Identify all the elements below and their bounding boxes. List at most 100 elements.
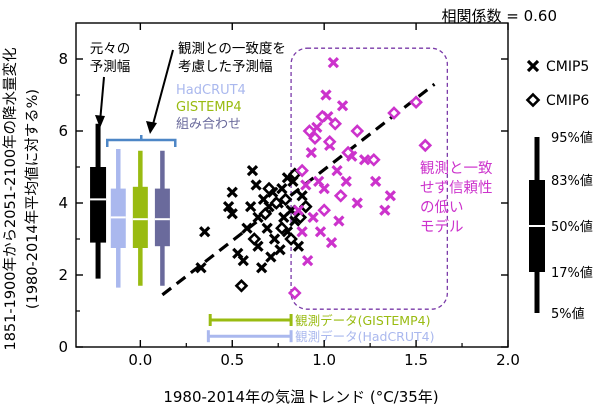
y-tick-label: 8 xyxy=(58,50,68,68)
outlier-cmip5-point xyxy=(336,100,349,112)
outlier-cmip5-point xyxy=(300,179,312,191)
cmip5-point-stroke-b xyxy=(292,240,305,252)
outlier-cmip5-point xyxy=(325,236,338,249)
outlier-cmip5-point xyxy=(340,175,352,188)
outlier-cmip5-point-stroke-b xyxy=(384,190,396,202)
cmip5-point-stroke-b xyxy=(226,208,238,220)
cmip5-point-stroke-b xyxy=(268,233,281,245)
outlier-label-line-3: モデル xyxy=(420,218,464,236)
cmip5-point xyxy=(292,240,305,252)
cmip5-point xyxy=(195,262,207,274)
outlier-cmip5-point-stroke-b xyxy=(313,175,325,188)
annot-constrained-name-2: 組み合わせ xyxy=(176,117,241,132)
outlier-cmip6-point xyxy=(302,124,317,138)
outlier-cmip5-point xyxy=(301,254,314,267)
legend-cmip6-label: CMIP6 xyxy=(546,93,589,109)
outlier-cmip5-point-stroke-b xyxy=(320,89,332,101)
outlier-label-line-1: せず信頼性 xyxy=(420,180,493,197)
annot-constrained-line2: 考慮した予測幅 xyxy=(178,59,273,75)
x-tick-label: 1.5 xyxy=(404,351,428,369)
cmip6-point xyxy=(293,210,308,225)
constrained-box-1 xyxy=(132,186,148,248)
legend-cmip5-label: CMIP5 xyxy=(546,59,589,75)
cmip5-point xyxy=(241,222,253,234)
outlier-cmip6-point xyxy=(418,138,433,153)
cmip5-point-stroke-b xyxy=(296,190,308,202)
outlier-cmip6-point xyxy=(287,286,302,300)
observed-trend-label-1: 観測データ(HadCRUT4) xyxy=(295,329,434,344)
annot-original-arrowhead xyxy=(95,115,105,128)
outlier-cmip5-point xyxy=(351,197,363,209)
outlier-cmip5-point-stroke-b xyxy=(325,236,338,249)
cmip6-point xyxy=(258,206,273,221)
y-tick-label: 4 xyxy=(58,194,68,212)
percentile-label-3: 17%値 xyxy=(551,265,593,281)
outlier-cmip5-point xyxy=(358,154,371,166)
outlier-cmip5-point xyxy=(320,89,332,101)
points-layer xyxy=(195,56,433,300)
cmip5-point xyxy=(246,164,259,177)
cmip6-point xyxy=(298,199,313,214)
percentile-label-1: 83%値 xyxy=(551,173,593,189)
outlier-cmip5-point xyxy=(384,190,396,202)
constrained-box-2 xyxy=(154,188,170,247)
observed-trends-layer: 観測データ(GISTEMP4)観測データ(HadCRUT4) xyxy=(206,313,434,344)
original-range-box xyxy=(90,167,107,243)
outlier-cmip5-point xyxy=(314,226,327,238)
cmip5-point-stroke-b xyxy=(267,186,279,198)
outlier-cmip6-point xyxy=(308,131,322,146)
cmip5-point-stroke-b xyxy=(250,179,262,191)
outlier-cmip6-point xyxy=(328,116,343,131)
cmip6-point xyxy=(247,232,262,246)
constrained-bracket xyxy=(106,135,177,147)
outlier-cmip6-point xyxy=(333,188,348,203)
annot-constrained-line1: 観測との一致度を xyxy=(178,40,286,57)
outlier-cmip5-point-stroke-b xyxy=(292,204,305,216)
x-tick-label: 1.0 xyxy=(312,351,336,369)
outlier-cmip5-point-stroke-b xyxy=(307,211,319,224)
legend-cmip6-marker xyxy=(525,92,541,108)
legend-cmip5-marker-stroke-b xyxy=(526,59,540,73)
cmip5-point-stroke-b xyxy=(261,222,273,234)
regression-layer xyxy=(161,82,436,297)
cmip5-point xyxy=(222,200,235,213)
outlier-cmip5-point xyxy=(307,211,319,224)
cmip6-point xyxy=(269,196,284,210)
outlier-cmip5-point xyxy=(327,56,339,69)
cmip6-point xyxy=(284,232,298,246)
outlier-cmip5-point-stroke-b xyxy=(340,175,352,188)
cmip5-point xyxy=(265,251,277,263)
cmip5-point xyxy=(296,190,308,202)
cmip5-point-stroke-b xyxy=(241,222,253,234)
cmip5-point-stroke-b xyxy=(195,262,207,274)
cmip5-point-stroke-b xyxy=(199,226,211,238)
cmip5-point-stroke-b xyxy=(222,200,235,213)
y-axis-label-line1: 1851-1900年から2051-2100年の降水量変化 xyxy=(2,47,19,350)
axes-layer: 0.0 0.5 1.0 1.5 2.0 0 2 4 6 8 xyxy=(58,22,520,369)
outlier-cmip5-point-stroke-b xyxy=(327,56,339,69)
cmip6-point xyxy=(234,278,249,293)
percentile-label-4: 5%値 xyxy=(551,306,585,322)
outlier-cmip5-point xyxy=(331,164,343,177)
cmip5-point-stroke-b xyxy=(245,200,257,213)
cmip5-point-stroke-b xyxy=(256,262,268,274)
cmip5-point xyxy=(276,182,288,195)
regression-line xyxy=(161,82,436,297)
cmip5-point xyxy=(274,244,286,256)
cmip6-point xyxy=(278,192,293,207)
outlier-cmip5-point-stroke-b xyxy=(300,179,312,191)
outlier-cmip5-point-stroke-b xyxy=(351,197,363,209)
y-axis-label-line2: (1980-2014年平均値に対する%) xyxy=(24,89,41,309)
outlier-cmip6-point xyxy=(366,152,381,167)
outlier-cmip5-point-stroke-b xyxy=(333,215,345,227)
cmip5-point-stroke-b xyxy=(276,182,288,195)
y-tick-label: 2 xyxy=(58,266,68,284)
cmip5-point xyxy=(245,200,257,213)
outlier-cmip5-point-stroke-b xyxy=(318,182,330,195)
outlier-cmip5-point-stroke-b xyxy=(305,146,317,159)
outlier-cmip5-point-stroke-b xyxy=(379,204,391,216)
outlier-cmip5-point xyxy=(379,204,391,216)
outlier-cmip6-point xyxy=(315,109,330,124)
x-tick-label: 0.5 xyxy=(220,351,244,369)
